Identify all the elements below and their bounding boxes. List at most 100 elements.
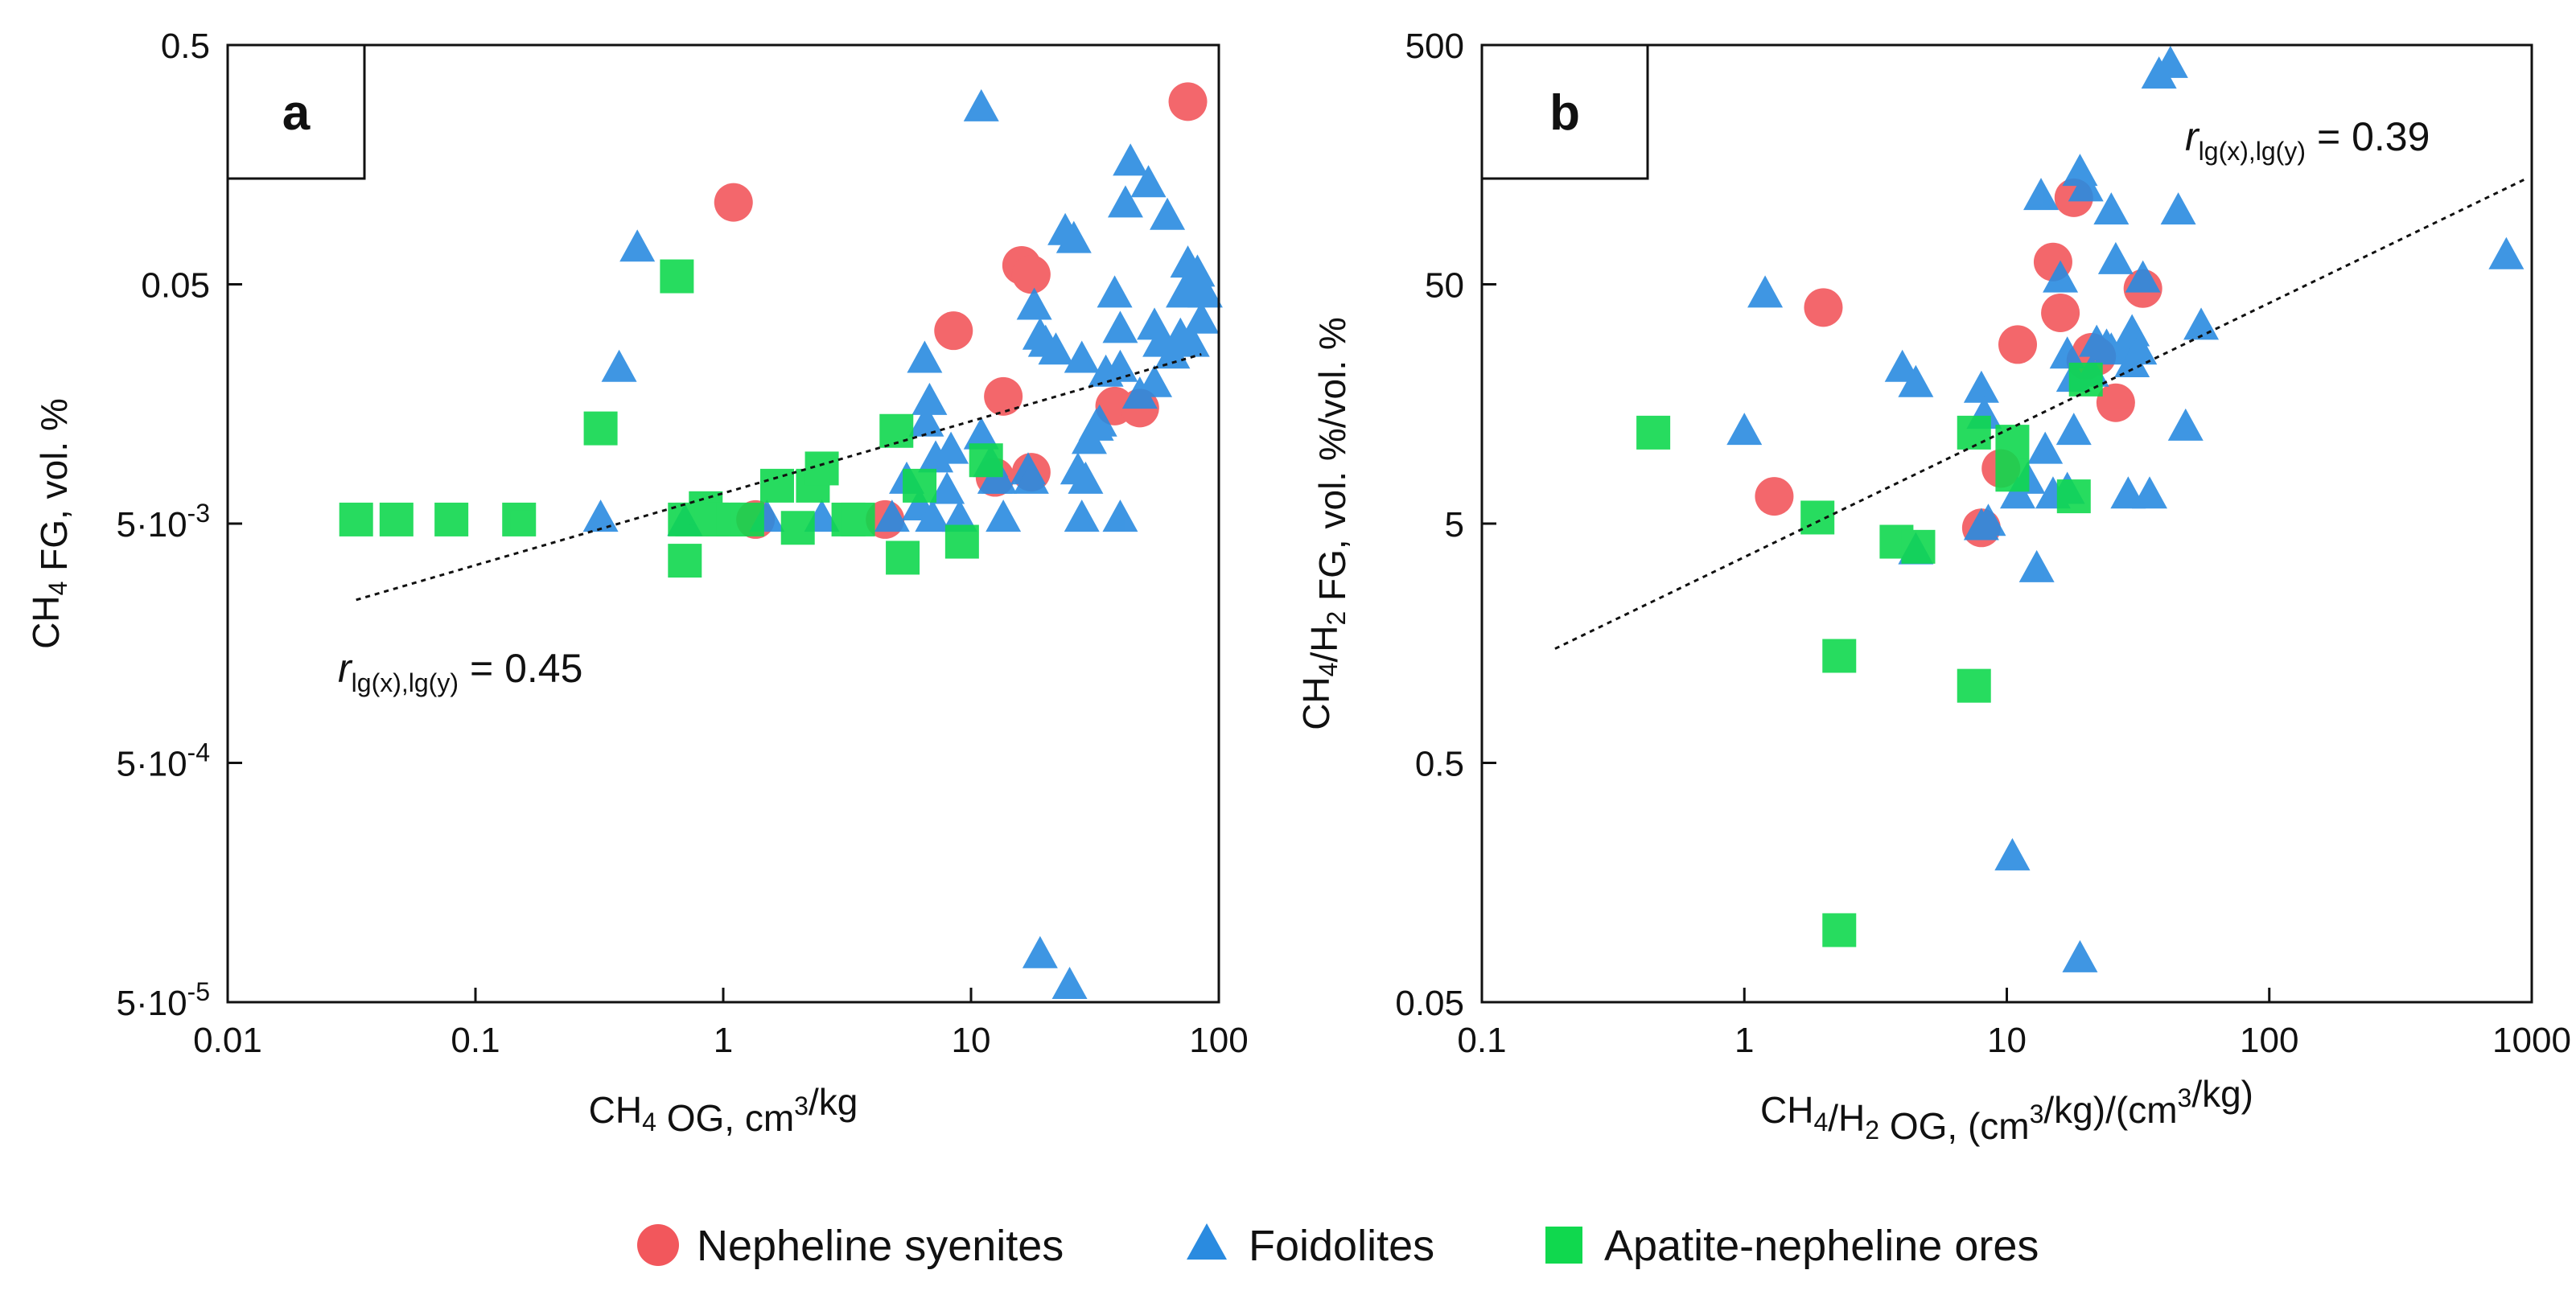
data-point — [780, 511, 815, 545]
data-point — [2068, 169, 2104, 202]
y-tick-label: 0.5 — [1415, 745, 1464, 784]
legend-label: Apatite-nepheline ores — [1604, 1222, 2039, 1270]
data-point — [1051, 967, 1088, 1000]
data-point — [915, 499, 951, 532]
panel-b-scatter-plot: 0.1 1 10 100 1000 0.05 0.5 5 50 500 b CH4/H2 OG, … — [1295, 27, 2571, 1147]
data-point — [1056, 220, 1092, 253]
data-point — [582, 499, 619, 532]
data-point — [1016, 287, 1052, 320]
data-point — [2093, 192, 2130, 225]
panel-a-tag: a — [282, 85, 311, 141]
data-point — [2097, 241, 2134, 274]
data-point — [986, 499, 1022, 532]
data-point — [907, 340, 943, 373]
legend-symbol-square — [1545, 1227, 1582, 1264]
data-point — [1064, 499, 1100, 532]
panel-a-tag-box — [226, 43, 366, 180]
panel-b-r-subscript: lg(x),lg(y) — [2199, 137, 2306, 166]
panel-a-y-axis-title: CH4 FG, vol. % — [25, 398, 75, 649]
data-point — [1150, 197, 1186, 230]
y-tick-label: 5·10-3 — [116, 499, 210, 545]
panel-b-x-axis-title: CH4/H2 OG, (cm3/kg)/(cm3/kg) — [1760, 1073, 2253, 1147]
data-point — [2096, 383, 2135, 422]
data-point — [1800, 500, 1835, 535]
data-point — [1137, 307, 1173, 340]
data-point — [2027, 431, 2064, 464]
data-point — [1822, 639, 1857, 673]
data-point — [1995, 458, 2030, 492]
panel-b-ticks: 0.1 1 10 100 1000 0.05 0.5 5 50 500 — [1395, 27, 2571, 1060]
legend-label: Foidolites — [1249, 1222, 1434, 1270]
data-point — [963, 417, 999, 450]
data-point — [934, 311, 973, 351]
y-tick-label: 0.05 — [1395, 984, 1464, 1023]
panel-b-tag: b — [1549, 85, 1580, 141]
data-point — [2114, 314, 2150, 347]
data-point — [1113, 143, 1149, 176]
panel-a-ticks: 0.01 0.1 1 10 100 5·10-5 5·10-4 5·10-3 0.05 0.5 — [116, 27, 1248, 1060]
data-point — [1022, 935, 1058, 968]
panel-a-r-subscript: lg(x),lg(y) — [352, 668, 459, 697]
data-point — [1081, 404, 1117, 437]
data-point — [2041, 293, 2080, 332]
data-point — [1183, 301, 1220, 334]
y-tick-label: 5·10-5 — [116, 977, 210, 1023]
data-point — [1726, 413, 1763, 446]
series-apatite-nepheline-ores — [1636, 362, 2103, 947]
data-point — [730, 502, 764, 536]
data-point — [660, 259, 694, 294]
x-tick-label: 10 — [952, 1021, 991, 1060]
data-point — [2043, 260, 2079, 293]
data-point — [2023, 178, 2060, 211]
data-point — [1011, 255, 1051, 294]
legend: Nepheline syenites Foidolites Apatite-neph… — [637, 1222, 2039, 1270]
y-tick-label: 5 — [1445, 505, 1464, 545]
panel-b-tag-box — [1480, 43, 1649, 180]
data-point — [2125, 260, 2161, 293]
data-point — [1064, 340, 1100, 373]
data-point — [963, 88, 999, 121]
panel-a-r-value: = 0.45 — [470, 646, 582, 691]
data-point — [841, 502, 875, 536]
data-point — [2152, 45, 2188, 78]
panel-b-r-value: = 0.39 — [2317, 114, 2430, 159]
panel-b-data-points — [1636, 45, 2525, 972]
panel-b-r-symbol: r — [2185, 114, 2200, 159]
x-tick-label: 0.01 — [193, 1021, 262, 1060]
data-point — [2018, 549, 2055, 582]
data-point — [1174, 324, 1210, 357]
legend-item-triangle: Foidolites — [1187, 1222, 1434, 1270]
data-point — [908, 404, 944, 437]
data-point — [1898, 364, 1934, 397]
panel-b-correlation-label: rlg(x),lg(y) = 0.39 — [2185, 114, 2430, 166]
panel-a-x-axis-title: CH4 OG, cm3/kg — [589, 1081, 858, 1139]
data-point — [1747, 275, 1784, 308]
data-point — [714, 183, 753, 222]
data-point — [601, 349, 637, 382]
data-point — [1187, 275, 1223, 308]
data-point — [1994, 838, 2031, 871]
panel-a-data-points — [339, 82, 1223, 1000]
data-point — [379, 502, 414, 536]
data-point — [1137, 364, 1173, 397]
data-point — [1957, 415, 1991, 450]
y-tick-label: 0.5 — [161, 27, 210, 66]
x-tick-label: 1 — [714, 1021, 733, 1060]
data-point — [2121, 332, 2158, 365]
data-point — [1102, 499, 1138, 532]
data-point — [2132, 476, 2168, 509]
panel-a-scatter-plot: 0.01 0.1 1 10 100 5·10-5 5·10-4 5·10-3 0.05 0.5 a… — [25, 27, 1249, 1139]
data-point — [918, 440, 954, 473]
legend-symbol-circle — [637, 1224, 679, 1266]
data-point — [933, 431, 969, 464]
y-tick-label: 50 — [1425, 266, 1464, 306]
data-point — [1168, 82, 1208, 121]
x-tick-label: 100 — [1189, 1021, 1248, 1060]
data-point — [2056, 479, 2091, 514]
data-point — [944, 524, 979, 559]
data-point — [759, 468, 794, 503]
data-point — [2049, 336, 2085, 369]
data-point — [1636, 415, 1671, 450]
data-point — [981, 461, 1018, 494]
